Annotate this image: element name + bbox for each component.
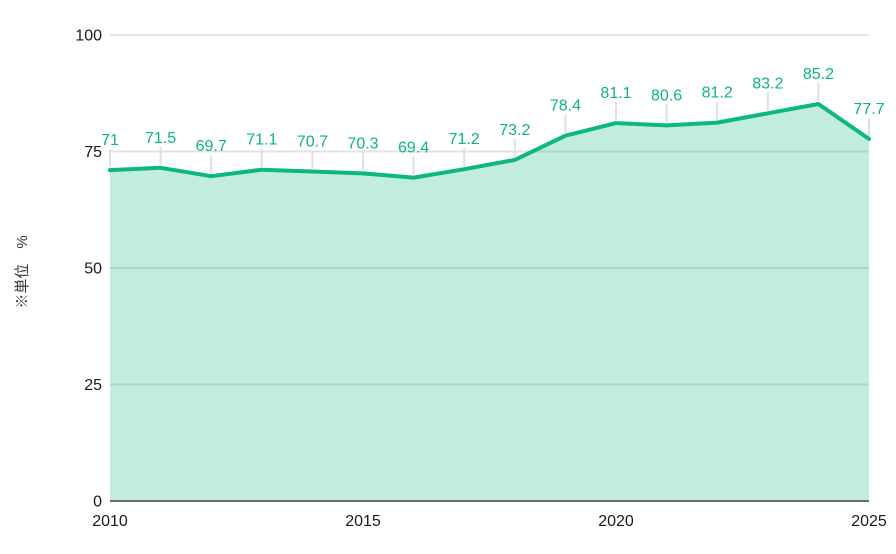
data-label: 71 — [101, 132, 119, 149]
y-tick-label: 50 — [84, 261, 102, 278]
x-tick-label: 2015 — [345, 513, 381, 530]
data-label: 77.7 — [853, 101, 884, 118]
series-line — [108, 102, 871, 180]
data-label-connectors — [109, 82, 870, 175]
area-series — [108, 102, 871, 501]
x-axis-tick-labels: 2010 2015 2020 2025 — [92, 513, 887, 530]
data-label: 81.1 — [600, 85, 631, 102]
data-label: 73.2 — [499, 122, 530, 139]
data-label: 71.2 — [449, 131, 480, 148]
data-label: 78.4 — [550, 98, 581, 115]
x-tick-label: 2020 — [598, 513, 634, 530]
gridlines — [110, 34, 869, 386]
y-axis-title: ※単位 % — [14, 235, 31, 308]
data-label: 69.7 — [196, 138, 227, 155]
series-area-fill — [110, 104, 869, 501]
y-tick-label: 0 — [93, 494, 102, 511]
data-label: 85.2 — [803, 66, 834, 83]
data-label: 81.2 — [702, 85, 733, 102]
y-tick-label: 25 — [84, 377, 102, 394]
x-tick-label: 2025 — [851, 513, 887, 530]
x-tick-label: 2010 — [92, 513, 128, 530]
data-label: 80.6 — [651, 87, 682, 104]
data-label: 71.1 — [246, 132, 277, 149]
data-label: 83.2 — [752, 75, 783, 92]
y-tick-label: 75 — [84, 144, 102, 161]
data-label: 71.5 — [145, 130, 176, 147]
y-axis-tick-labels: 0 25 50 75 100 — [75, 28, 102, 511]
data-labels: 71 71.5 69.7 71.1 70.7 70.3 69.4 71.2 73.2 78.4 81… — [101, 66, 885, 157]
data-label: 70.7 — [297, 134, 328, 151]
y-tick-label: 100 — [75, 28, 102, 45]
data-label: 69.4 — [398, 140, 429, 157]
data-label: 70.3 — [347, 135, 378, 152]
